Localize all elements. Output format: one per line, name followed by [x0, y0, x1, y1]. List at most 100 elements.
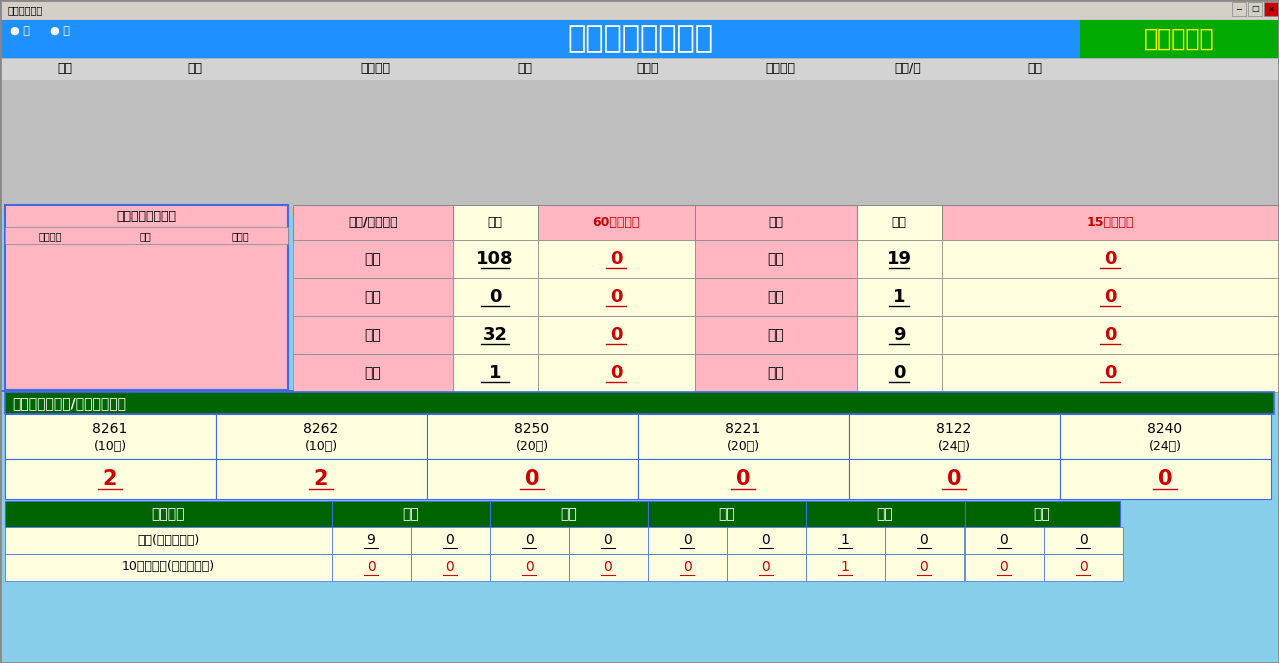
- Bar: [293, 240, 453, 278]
- Text: 0: 0: [610, 250, 623, 268]
- Text: (10分): (10分): [93, 440, 127, 453]
- Bar: [1248, 2, 1262, 16]
- Text: 0: 0: [1104, 364, 1117, 382]
- Text: 檢體流向監控看板: 檢體流向監控看板: [567, 25, 712, 54]
- Bar: [964, 554, 1044, 581]
- Text: 0: 0: [524, 560, 533, 574]
- Text: 0: 0: [524, 533, 533, 547]
- Text: 病歷號: 病歷號: [231, 231, 249, 241]
- Text: 儲位: 儲位: [1027, 62, 1042, 76]
- Text: □: □: [1251, 5, 1259, 13]
- Text: 1: 1: [840, 560, 849, 574]
- Text: ● 開: ● 開: [50, 26, 70, 36]
- Text: 0: 0: [610, 326, 623, 344]
- Bar: [5, 414, 216, 459]
- Text: 其他: 其他: [365, 366, 381, 380]
- Bar: [293, 278, 453, 316]
- Bar: [490, 527, 569, 554]
- Text: 前往站別: 前往站別: [151, 507, 184, 521]
- Bar: [411, 554, 490, 581]
- Text: (24時): (24時): [938, 440, 971, 453]
- Bar: [943, 278, 1279, 316]
- Bar: [453, 205, 538, 240]
- Bar: [943, 205, 1279, 240]
- Bar: [849, 414, 1060, 459]
- Text: ● 關: ● 關: [10, 26, 29, 36]
- Text: 同檢體加作: 同檢體加作: [1143, 27, 1214, 51]
- Bar: [638, 459, 849, 499]
- Text: 2: 2: [313, 469, 329, 489]
- Text: 32: 32: [482, 326, 508, 344]
- Text: 0: 0: [610, 364, 623, 382]
- Bar: [638, 414, 849, 459]
- Bar: [806, 501, 964, 527]
- Bar: [0, 581, 1279, 663]
- Text: 0: 0: [920, 533, 929, 547]
- Bar: [293, 205, 453, 240]
- Bar: [0, 80, 1279, 215]
- Text: 傳送: 傳送: [58, 62, 73, 76]
- Text: 108: 108: [476, 250, 514, 268]
- Text: 檢體流向監控: 檢體流向監控: [8, 5, 43, 15]
- Text: 60分鐘逾時: 60分鐘逾時: [592, 215, 640, 229]
- Text: 血清: 血清: [876, 507, 893, 521]
- Bar: [0, 0, 1279, 20]
- Bar: [1232, 2, 1246, 16]
- Text: 8261: 8261: [92, 422, 128, 436]
- Text: 0: 0: [604, 533, 613, 547]
- Bar: [453, 278, 538, 316]
- Text: 檢體編號: 檢體編號: [38, 231, 61, 241]
- Text: 15分鐘逾時: 15分鐘逾時: [1086, 215, 1133, 229]
- Bar: [5, 501, 333, 527]
- Bar: [333, 527, 411, 554]
- Bar: [648, 527, 726, 554]
- Text: 1: 1: [840, 533, 849, 547]
- Bar: [1264, 2, 1278, 16]
- Bar: [538, 278, 694, 316]
- Bar: [538, 205, 694, 240]
- Bar: [885, 554, 964, 581]
- Text: 19: 19: [886, 250, 912, 268]
- Text: 8221: 8221: [725, 422, 761, 436]
- Bar: [1060, 459, 1271, 499]
- Text: 0: 0: [1000, 533, 1008, 547]
- Bar: [333, 554, 411, 581]
- Text: 8250: 8250: [514, 422, 550, 436]
- Bar: [538, 316, 694, 354]
- Bar: [885, 527, 964, 554]
- Bar: [694, 278, 857, 316]
- Text: 氣送: 氣送: [769, 215, 784, 229]
- Bar: [943, 240, 1279, 278]
- Text: 0: 0: [1078, 533, 1087, 547]
- Bar: [411, 527, 490, 554]
- Text: 急診: 急診: [767, 290, 784, 304]
- Text: 0: 0: [610, 288, 623, 306]
- Bar: [569, 527, 648, 554]
- Bar: [694, 240, 857, 278]
- Bar: [857, 240, 943, 278]
- Bar: [1079, 20, 1279, 58]
- Text: 0: 0: [1000, 560, 1008, 574]
- Text: 人工/定時氣送: 人工/定時氣送: [348, 215, 398, 229]
- Text: 0: 0: [445, 560, 454, 574]
- Text: 2: 2: [102, 469, 118, 489]
- Bar: [5, 459, 216, 499]
- Bar: [1044, 554, 1123, 581]
- Text: 血庫: 血庫: [560, 507, 577, 521]
- Bar: [726, 554, 806, 581]
- Text: 1: 1: [893, 288, 906, 306]
- Bar: [5, 527, 333, 554]
- Text: 其他: 其他: [767, 366, 784, 380]
- Bar: [943, 354, 1279, 392]
- Text: 0: 0: [1104, 250, 1117, 268]
- Bar: [694, 316, 857, 354]
- Bar: [849, 459, 1060, 499]
- Text: (20分): (20分): [515, 440, 549, 453]
- Text: 0: 0: [367, 560, 375, 574]
- Bar: [1060, 414, 1271, 459]
- Text: 生化: 生化: [403, 507, 420, 521]
- Text: 0: 0: [893, 364, 906, 382]
- Bar: [5, 554, 333, 581]
- Bar: [0, 20, 1279, 58]
- Text: 0: 0: [1157, 469, 1173, 489]
